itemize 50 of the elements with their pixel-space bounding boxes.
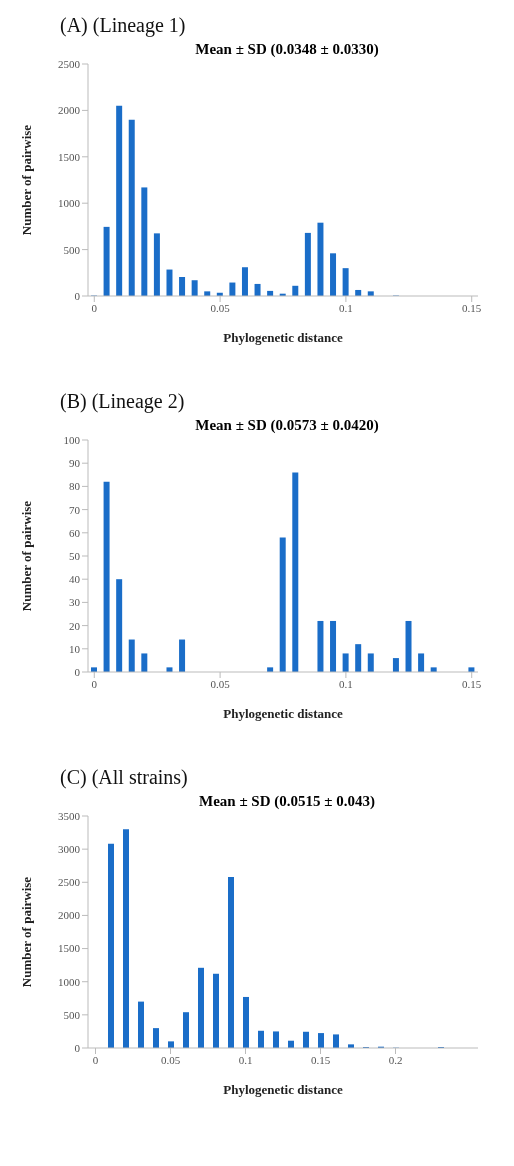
y-tick-label: 0 <box>74 665 81 678</box>
y-tick-label: 90 <box>69 457 81 470</box>
x-tick-label: 0.15 <box>310 1053 331 1066</box>
x-tick-label: 0 <box>92 1053 99 1066</box>
y-tick-label: 100 <box>63 433 81 446</box>
y-tick-label: 50 <box>69 549 81 562</box>
x-tick-label: 0.2 <box>388 1053 403 1066</box>
x-axis-title: Phylogenetic distance <box>223 330 343 345</box>
y-tick-label: 3000 <box>58 843 81 856</box>
chart-title: (C) (All strains) <box>59 765 189 789</box>
chart-title: (A) (Lineage 1) <box>59 13 187 37</box>
x-axis-title: Phylogenetic distance <box>223 706 343 721</box>
y-tick-label: 2000 <box>58 104 81 117</box>
y-tick-label: 30 <box>69 596 81 609</box>
y-tick-label: 500 <box>63 243 81 256</box>
y-tick-label: 2000 <box>58 909 81 922</box>
y-tick-label: 1000 <box>58 197 81 210</box>
x-tick-label: 0.05 <box>210 677 231 690</box>
chart-subtitle: Mean ± SD (0.0515 ± 0.043) <box>197 793 376 810</box>
x-tick-label: 0 <box>91 677 98 690</box>
y-tick-label: 60 <box>69 526 81 539</box>
y-tick-label: 1500 <box>58 150 81 163</box>
chart-subtitle: Mean ± SD (0.0573 ± 0.0420) <box>194 417 380 434</box>
y-tick-label: 10 <box>69 642 81 655</box>
y-tick-label: 3500 <box>58 809 81 822</box>
y-tick-label: 80 <box>69 480 81 493</box>
y-axis-title: Number of pairwise <box>18 876 34 988</box>
x-axis-title: Phylogenetic distance <box>223 1082 343 1097</box>
y-tick-label: 20 <box>69 619 81 632</box>
chart-subtitle: Mean ± SD (0.0348 ± 0.0330) <box>194 41 380 58</box>
x-tick-label: 0.05 <box>160 1053 181 1066</box>
y-axis-title: Number of pairwise <box>18 124 34 236</box>
x-tick-label: 0.1 <box>238 1053 253 1066</box>
x-tick-label: 0.05 <box>210 301 231 314</box>
y-tick-label: 2500 <box>58 57 81 70</box>
y-tick-label: 0 <box>74 289 81 302</box>
y-tick-label: 0 <box>74 1041 81 1054</box>
x-tick-label: 0 <box>91 301 98 314</box>
x-tick-label: 0.1 <box>339 301 353 314</box>
x-tick-label: 0.15 <box>462 301 482 314</box>
y-tick-label: 70 <box>69 503 81 516</box>
y-axis-title: Number of pairwise <box>18 500 34 612</box>
y-tick-label: 40 <box>69 573 81 586</box>
y-tick-label: 1500 <box>58 942 81 955</box>
y-tick-label: 500 <box>63 1008 81 1021</box>
x-tick-label: 0.1 <box>339 677 353 690</box>
x-tick-label: 0.15 <box>462 677 482 690</box>
y-tick-label: 2500 <box>58 876 81 889</box>
chart-title: (B) (Lineage 2) <box>59 389 186 413</box>
y-tick-label: 1000 <box>58 975 81 988</box>
